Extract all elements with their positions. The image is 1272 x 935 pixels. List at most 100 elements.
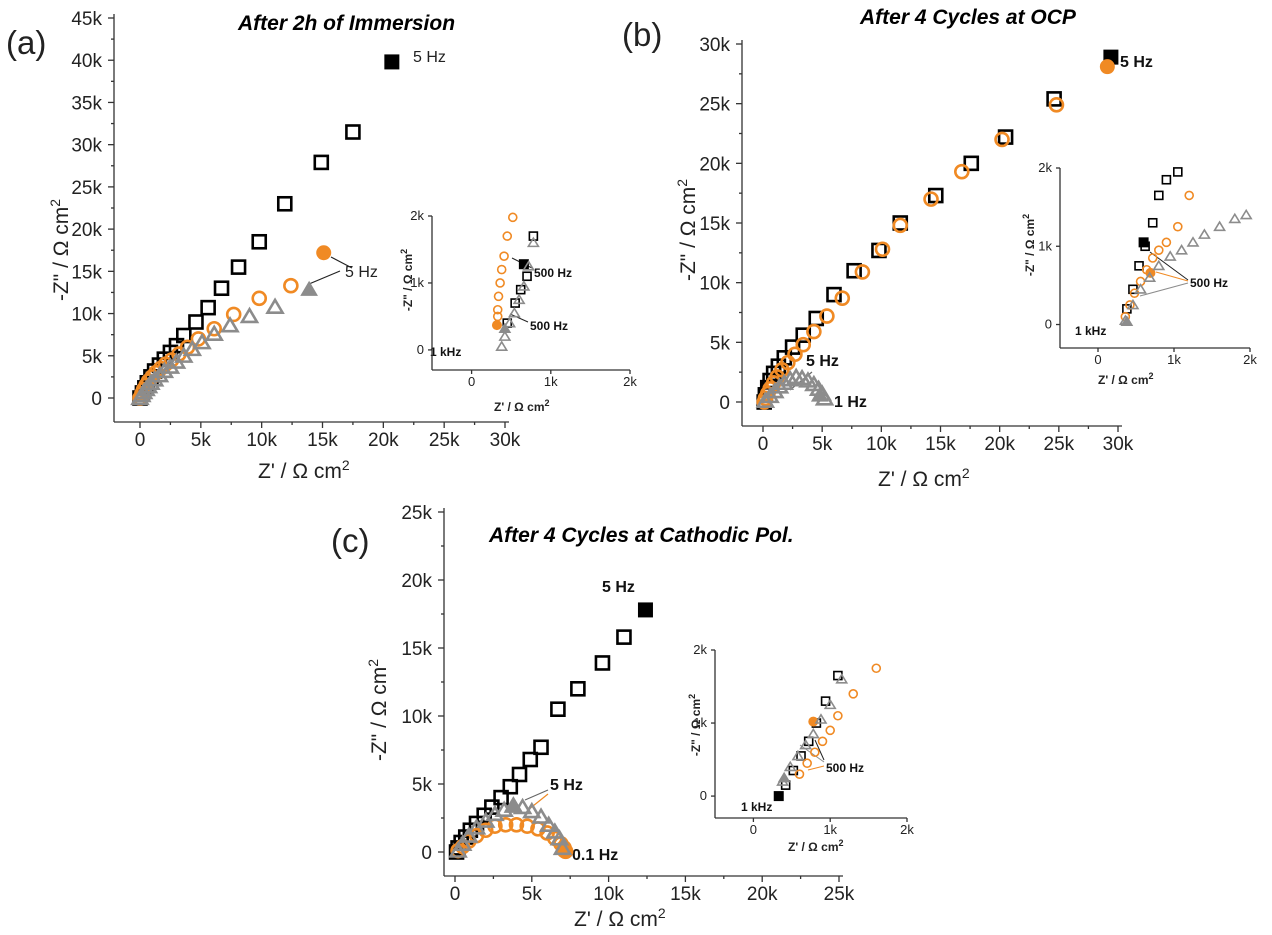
- panel-b: (b) After 4 Cycles at OCP Z' / Ω cm2 -Z"…: [622, 6, 1228, 491]
- panel-c-inset-series-orange: [794, 663, 882, 779]
- panel-a-inset-x-title: Z' / Ω cm2: [494, 398, 550, 414]
- panel-a-x-axis-title: Z' / Ω cm2: [258, 457, 350, 483]
- panel-a-inset-series-gray: [495, 236, 540, 351]
- panel-b-orange-circle-point: [787, 346, 803, 363]
- panel-c-black-highlight-point: [637, 602, 653, 618]
- panel-a-inset-gray-triangle-point: [503, 316, 517, 328]
- panel-b-gray-triangle-point: [760, 386, 780, 404]
- panel-a-annotation-5hz-black: 5 Hz: [413, 49, 446, 66]
- panel-b-inset-y-tick-label: 0: [1045, 317, 1052, 332]
- panel-a-y-tick-label: 20k: [71, 220, 102, 241]
- panel-c-x-tick-label: 15k: [670, 884, 701, 905]
- panel-a-annotation-5hz-orange: 5 Hz: [345, 264, 378, 281]
- panel-c-black-square-point: [511, 766, 528, 783]
- panel-c-inset-x-tick-label: 2k: [900, 822, 914, 837]
- panel-c-black-square-point: [594, 655, 611, 671]
- panel-a-inset-orange-circle-point: [493, 291, 504, 302]
- panel-b-y-tick-label: 10k: [699, 274, 730, 295]
- panel-a-x-tick-label: 5k: [191, 430, 212, 451]
- panel-a-orange-circle-point: [225, 306, 242, 323]
- panel-b-orange-circle-point: [795, 336, 812, 353]
- panel-c-gray-triangle-point: [531, 807, 551, 824]
- panel-a: (a) After 2h of Immersion Z' / Ω cm2 -Z"…: [6, 12, 572, 483]
- panel-a-inset-x-tick-label: 2k: [623, 374, 637, 389]
- panel-a-inset-x-tick-label: 0: [468, 374, 475, 389]
- panel-b-inset-black-highlight-point: [1138, 237, 1149, 248]
- panel-b-inset-arrow-gray: [1139, 282, 1189, 297]
- panel-a-series-gray: [130, 280, 318, 406]
- panel-b-inset-gray-triangle-point: [1213, 220, 1227, 232]
- panel-a-orange-circle-point: [251, 290, 268, 307]
- panel-a-inset-gray-triangle-point: [507, 306, 521, 318]
- panel-b-inset-black-square-point: [1161, 174, 1172, 185]
- panel-b-y-tick-label: 30k: [699, 35, 730, 56]
- panel-c-inset-orange-circle-point: [848, 689, 859, 699]
- panel-c-x-tick-label: 20k: [747, 884, 778, 905]
- panel-a-inset-annotation-500hz-2: 500 Hz: [530, 319, 568, 333]
- panel-c-y-tick-label: 5k: [412, 775, 433, 796]
- panel-c-inset-plot: 0 1k 2k 0 1k 2k: [693, 642, 914, 837]
- panel-c-y-tick-label: 10k: [401, 707, 432, 728]
- panel-a-y-tick-label: 45k: [71, 9, 102, 30]
- panel-c-inset: Z' / Ω cm2 -Z" / Ω cm2 500 Hz 1 kHz: [687, 694, 864, 854]
- panel-b-inset-gray-highlight-point: [1120, 315, 1134, 326]
- panel-a-gray-triangle-point: [220, 315, 240, 333]
- panel-b-inset-orange-circle-point: [1154, 245, 1164, 255]
- panel-b-y-tick-label: 20k: [699, 154, 730, 175]
- panel-c-inset-x-title: Z' / Ω cm2: [788, 838, 844, 854]
- panel-c-gray-highlight-point: [504, 796, 523, 812]
- panel-c-black-square-point: [570, 680, 586, 697]
- panel-c-black-square-point: [502, 778, 519, 795]
- panel-b-orange-circle-point: [892, 217, 909, 234]
- panel-b-orange-circle-point: [994, 131, 1010, 148]
- panel-a-inset-y-tick-label: 1k: [410, 275, 424, 290]
- panel-b-inset-gray-triangle-point: [1152, 259, 1166, 271]
- panel-a-black-square-point: [188, 314, 204, 330]
- panel-a-inset-gray-triangle-point: [495, 340, 509, 351]
- panel-b-inset: Z' / Ω cm2 -Z" / Ω cm2 500 Hz 1 kHz: [1021, 214, 1228, 387]
- panel-a-x-tick-label: 0: [135, 430, 146, 451]
- panel-b-x-tick-label: 20k: [984, 434, 1015, 455]
- panel-a-y-tick-label: 5k: [82, 347, 103, 368]
- panel-a-x-tick-label: 10k: [246, 430, 277, 451]
- panel-c-inset-gray-triangle-point: [783, 760, 797, 772]
- panel-b-orange-circle-point: [953, 163, 970, 180]
- panel-c-inset-gray-triangle-point: [835, 673, 849, 684]
- panel-c-x-tick-label: 0: [450, 884, 461, 905]
- panel-b-inset-gray-triangle-point: [1134, 283, 1147, 294]
- panel-a-inset-arrow-2: [509, 313, 529, 323]
- panel-a-gray-triangle-point: [192, 332, 212, 350]
- panel-c-inset-gray-triangle-point: [799, 738, 813, 750]
- panel-a-black-square-point: [276, 195, 293, 212]
- panel-a-inset-plot: 0 1k 2k 0 1k 2k: [410, 208, 637, 389]
- panel-b-inset-series-black: [1122, 167, 1183, 314]
- panel-b-inset-gray-triangle-point: [1239, 208, 1253, 220]
- panel-a-plot: 0 5k 10k 15k 20k 25k 30k 0 5k 10k 15k 20k 25k 30k 35k 4…: [71, 9, 520, 451]
- panel-c-y-tick-label: 20k: [401, 571, 432, 592]
- panel-b-black-square-point: [963, 155, 980, 172]
- panel-c-annotation-5hz-top: 5 Hz: [602, 579, 635, 596]
- panel-b-gray-triangle-point: [755, 391, 776, 408]
- panel-a-x-tick-label: 30k: [490, 430, 521, 451]
- panel-a-black-square-point: [230, 259, 247, 275]
- panel-b-orange-circle-point: [819, 308, 835, 324]
- panel-a-annotation-arrow-2: [330, 256, 353, 269]
- panel-c-gray-triangle-point: [552, 838, 573, 856]
- panel-c-y-axis-title: -Z" / Ω cm2: [365, 659, 391, 761]
- panel-c-inset-gray-triangle-point: [806, 727, 820, 739]
- panel-a-black-square-point: [200, 299, 216, 316]
- panel-c-x-tick-label: 10k: [593, 884, 624, 905]
- panel-a-y-tick-label: 35k: [71, 93, 102, 114]
- panel-a-annotations: 5 Hz 5 Hz: [308, 49, 446, 285]
- panel-b-series-orange: [756, 59, 1115, 410]
- panel-a-inset-series-orange: [491, 212, 518, 331]
- panel-b-inset-y-title: -Z" / Ω cm2: [1021, 214, 1037, 276]
- panel-c-inset-orange-highlight-point: [808, 716, 819, 727]
- panel-b-inset-gray-triangle-point: [1186, 236, 1200, 247]
- panel-b-black-square-point: [784, 339, 801, 355]
- panel-a-inset-orange-circle-point: [492, 304, 503, 315]
- panel-a-inset-y-title: -Z" / Ω cm2: [399, 249, 415, 311]
- panel-b-inset-x-tick-label: 0: [1094, 352, 1101, 367]
- panel-a-y-axis-title: -Z" / Ω cm2: [47, 199, 73, 301]
- panel-b-inset-gray-triangle-point: [1143, 271, 1157, 282]
